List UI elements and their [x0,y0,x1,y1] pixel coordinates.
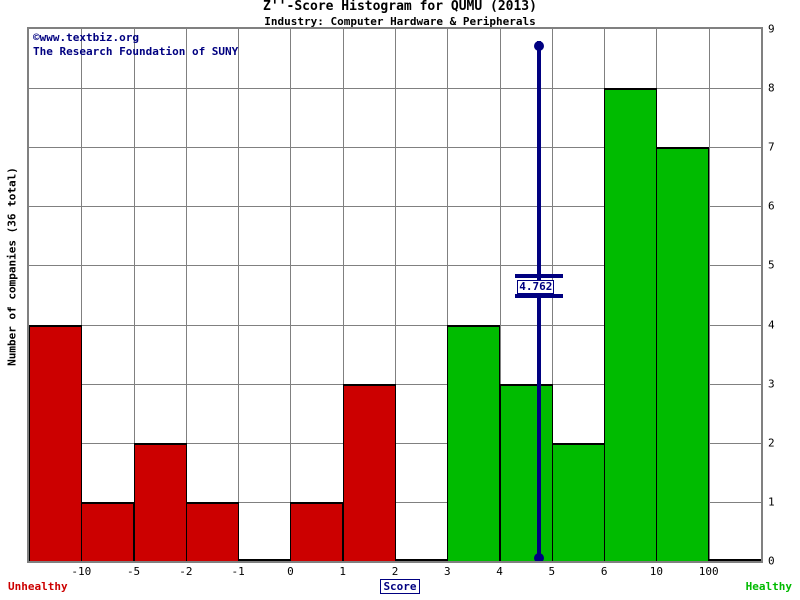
marker-dot-bottom [534,553,545,561]
gridline-vertical [500,29,501,561]
x-tick-label: 3 [443,565,451,578]
y-tick-label: 0 [768,554,775,568]
chart-title: Z''-Score Histogram for QUMU (2013) [263,0,537,14]
y-tick-label: 1 [768,495,775,509]
gridline-vertical [343,29,344,561]
x-tick-label: 2 [391,565,399,578]
chart-subtitle: Industry: Computer Hardware & Peripheral… [264,15,536,28]
x-tick-label: 4 [496,565,503,578]
gridline-vertical [447,29,448,561]
credit-line-1: ©www.textbiz.org [33,31,139,44]
x-tick-label: -1 [231,565,245,578]
plot-area: 4.762 ©www.textbiz.org The Research Foun… [27,27,763,563]
gridline-vertical [238,29,239,561]
gridline-vertical [290,29,291,561]
x-tick-label: 6 [600,565,608,578]
y-tick-label: 4 [768,318,775,332]
histogram-bar [290,502,343,561]
y-axis-label: Number of companies (36 total) [5,167,19,366]
histogram-bar [29,325,82,561]
histogram-bar [81,502,134,561]
unhealthy-label: Unhealthy [8,580,68,593]
histogram-bar [186,502,239,561]
histogram-bar [604,88,657,561]
gridline-vertical [395,29,396,561]
marker-cap-bottom [515,293,564,298]
histogram-bar [552,443,605,561]
y-tick-label: 3 [768,377,775,391]
histogram-bar [500,384,553,561]
histogram-bar [709,559,761,561]
y-tick-label: 5 [768,258,775,272]
x-axis-label-text: Score [380,579,420,594]
x-tick-label: 0 [287,565,294,578]
gridline-vertical [134,29,135,561]
x-tick-label: -10 [71,565,92,578]
histogram-bar [395,559,448,561]
y-tick-label: 6 [768,199,775,213]
histogram-bar [238,559,291,561]
x-tick-label: 10 [649,565,664,578]
plot-inner: 4.762 [29,29,761,561]
gridline-vertical [186,29,187,561]
histogram-bar [343,384,396,561]
histogram-bar [447,325,500,561]
y-tick-label: 2 [768,436,775,450]
healthy-label: Healthy [745,580,792,593]
x-tick-label: -5 [126,565,141,578]
gridline-vertical [709,29,710,561]
credit-line-2: The Research Foundation of SUNY [33,45,239,58]
histogram-bar [656,147,709,561]
y-tick-label: 7 [768,140,775,154]
marker-dot-top [534,40,545,51]
gridline-vertical [81,29,82,561]
y-tick-label: 8 [768,81,775,95]
marker-value-label: 4.762 [517,279,555,294]
x-tick-label: -2 [179,565,193,578]
x-tick-label: 5 [548,565,556,578]
x-tick-label: 100 [698,565,719,578]
y-tick-label: 9 [768,22,775,36]
x-tick-label: 1 [339,565,347,578]
histogram-bar [134,443,187,561]
marker-line [537,40,542,561]
marker-cap-top [515,273,564,278]
x-axis-label: Score [0,579,800,594]
credit-block: ©www.textbiz.org The Research Foundation… [33,31,238,59]
